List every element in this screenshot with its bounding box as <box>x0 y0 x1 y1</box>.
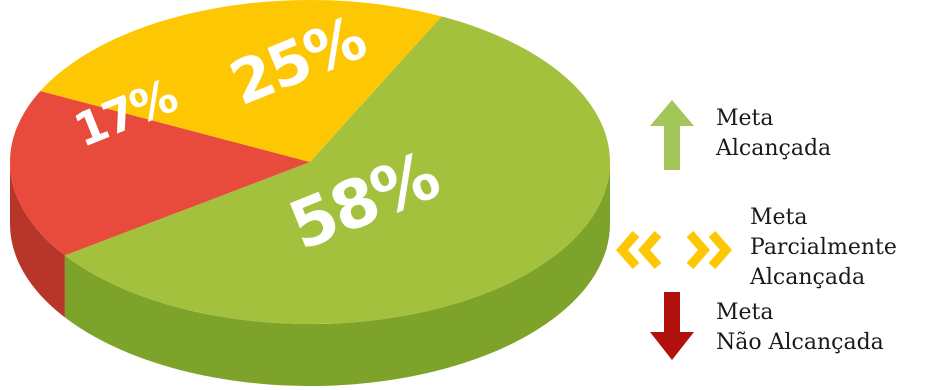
pie-slice-17 <box>10 90 310 256</box>
legend-partial-line3: Alcançada <box>750 265 866 290</box>
legend-partial-line2: Parcialmente <box>750 235 897 260</box>
pie-slice-58 <box>64 16 611 324</box>
up-arrow-icon <box>650 100 694 170</box>
pie-top <box>10 0 611 324</box>
down-arrow-icon <box>650 292 694 360</box>
pie-sides <box>10 162 611 386</box>
legend-achieved: Meta Alcançada <box>648 96 831 172</box>
legend-not-achieved-line1: Meta <box>716 300 774 325</box>
legend-not-achieved: Meta Não Alcançada <box>648 290 884 366</box>
legend-partial-line1: Meta <box>750 205 808 230</box>
legend-achieved-line2: Alcançada <box>716 136 832 161</box>
double-chevron-icon <box>616 231 732 269</box>
pie-side-58 <box>64 162 611 386</box>
legend-achieved-line1: Meta <box>716 106 774 131</box>
pie-side-17 <box>10 162 65 318</box>
legend-partial: Meta Parcialmente Alcançada <box>614 203 897 293</box>
legend-not-achieved-line2: Não Alcançada <box>716 330 884 355</box>
pie-slice-25 <box>40 0 442 162</box>
pie-chart: 58% 17% 25% <box>10 0 611 386</box>
